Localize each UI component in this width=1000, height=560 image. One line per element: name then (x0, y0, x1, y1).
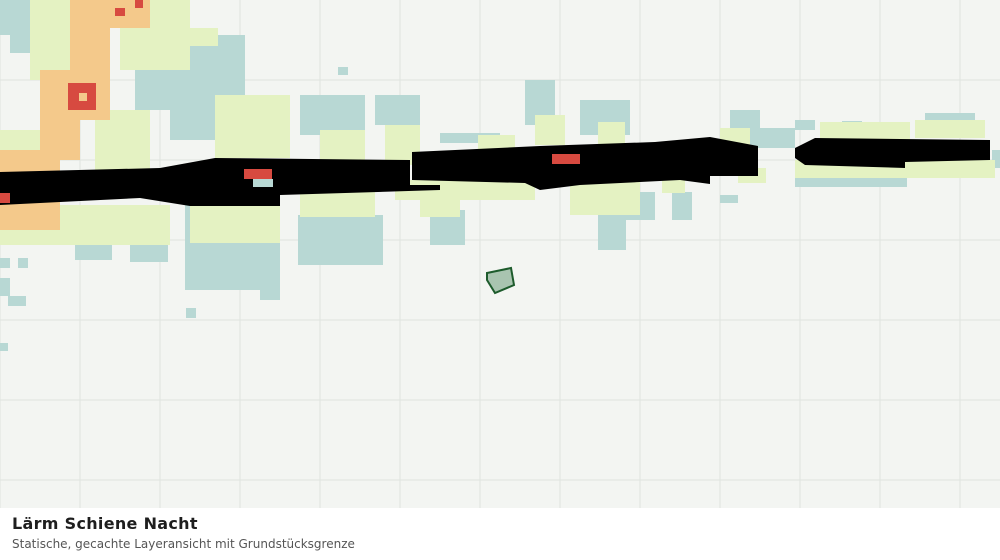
noise-zone-high (79, 93, 87, 101)
map-subtitle: Statische, gecachte Layeransicht mit Gru… (12, 537, 355, 551)
map (0, 0, 1000, 508)
parcel-boundary (486, 266, 516, 295)
noise-zone-very-high (0, 0, 580, 203)
caption: Lärm Schiene Nacht Statische, gecachte L… (0, 508, 1000, 560)
map-title: Lärm Schiene Nacht (12, 514, 198, 533)
noise-zone-high (0, 0, 990, 230)
noise-zone-low (253, 179, 273, 187)
